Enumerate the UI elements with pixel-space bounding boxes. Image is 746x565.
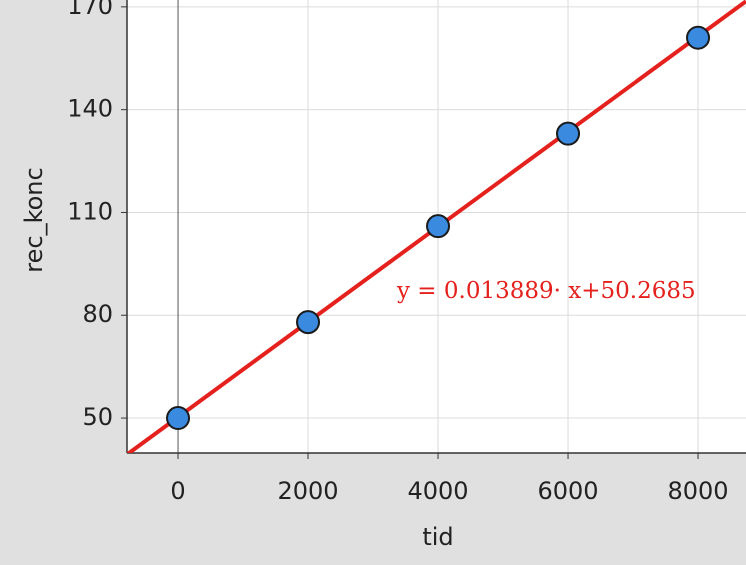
data-point xyxy=(556,121,581,146)
y-tick-label: 110 xyxy=(67,197,113,225)
data-point xyxy=(296,310,321,335)
y-tick-label: 170 xyxy=(67,0,113,20)
x-tick-label: 6000 xyxy=(537,477,598,505)
y-tick-label: 50 xyxy=(82,403,113,431)
y-axis-label: rec_konc xyxy=(20,167,48,272)
data-point xyxy=(166,406,191,431)
data-point xyxy=(426,214,451,239)
x-tick-label: 0 xyxy=(170,477,185,505)
y-tick-label: 80 xyxy=(82,300,113,328)
x-tick-label: 8000 xyxy=(667,477,728,505)
x-tick-label: 2000 xyxy=(277,477,338,505)
x-axis-label: tid xyxy=(422,523,453,551)
x-tick-label: 4000 xyxy=(407,477,468,505)
data-point xyxy=(686,25,711,50)
y-tick-label: 140 xyxy=(67,95,113,123)
regression-equation: y = 0.013889· x+50.2685 xyxy=(396,278,696,304)
